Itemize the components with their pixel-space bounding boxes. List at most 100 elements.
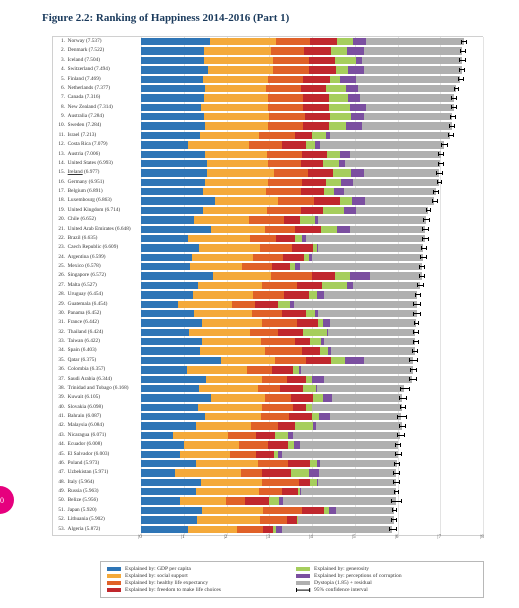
row-label: 21. United Arab Emirates (6.648): [55, 225, 131, 234]
segment-gdp: [141, 113, 204, 120]
chart-row: 38. Trinidad and Tobago (6.168): [53, 384, 483, 393]
segment-social: [178, 301, 232, 308]
legend-label: Explained by: healthy life expectancy: [125, 580, 208, 586]
chart-row: 33. Taiwan (6.422): [53, 337, 483, 346]
segment-gdp: [141, 441, 184, 448]
bar-track: [141, 104, 483, 111]
segment-social: [208, 66, 273, 73]
segment-social: [204, 94, 267, 101]
segment-health: [275, 357, 305, 364]
segment-dystopia: [336, 507, 394, 514]
chart-row: 35. Qatar (6.375): [53, 356, 483, 365]
figure-title: Figure 2.2: Ranking of Happiness 2014-20…: [42, 12, 289, 24]
chart-row: 29. Guatemala (6.454): [53, 300, 483, 309]
row-label: 51. Japan (5.920): [55, 506, 96, 515]
segment-dystopia: [364, 113, 452, 120]
segment-health: [249, 216, 284, 223]
chart-row: 34. Spain (6.403): [53, 346, 483, 355]
segment-corruption: [337, 226, 351, 233]
chart-row: 27. Malta (6.527): [53, 281, 483, 290]
segment-dystopia: [353, 282, 420, 289]
row-label: 32. Thailand (6.424): [55, 328, 103, 337]
segment-health: [273, 66, 310, 73]
row-label: 13. Austria (7.006): [55, 150, 100, 159]
segment-gdp: [141, 179, 205, 186]
segment-freedom: [256, 451, 274, 458]
row-label: 45. El Salvador (6.003): [55, 450, 109, 459]
row-label: 39. Kuwait (6.105): [55, 393, 100, 402]
segment-freedom: [309, 66, 336, 73]
chart-row: 49. Russia (5.963): [53, 487, 483, 496]
segment-corruption: [348, 94, 360, 101]
segment-generosity: [312, 132, 326, 139]
segment-gdp: [141, 329, 189, 336]
segment-generosity: [340, 197, 352, 204]
segment-dystopia: [332, 394, 402, 401]
axis-tick: |1: [181, 534, 185, 540]
row-label: 24. Argentina (6.599): [55, 253, 106, 262]
segment-generosity: [303, 329, 327, 336]
chart-row: 4. Switzerland (7.494): [53, 65, 483, 74]
chart-row: 30. Panama (6.452): [53, 309, 483, 318]
segment-social: [207, 160, 268, 167]
segment-gdp: [141, 254, 192, 261]
segment-freedom: [293, 404, 306, 411]
segment-freedom: [256, 432, 275, 439]
segment-dystopia: [317, 385, 405, 392]
bar-track: [141, 66, 483, 73]
segment-dystopia: [364, 66, 461, 73]
row-label: 43. Nicaragua (6.071): [55, 431, 106, 440]
segment-social: [211, 226, 265, 233]
segment-health: [252, 310, 282, 317]
segment-gdp: [141, 226, 211, 233]
row-label: 47. Uzbekistan (5.971): [55, 468, 108, 477]
segment-freedom: [289, 413, 312, 420]
legend-swatch: [107, 581, 121, 585]
segment-dystopia: [362, 57, 461, 64]
segment-dystopia: [324, 291, 417, 298]
segment-health: [268, 104, 303, 111]
row-label: 33. Taiwan (6.422): [55, 337, 100, 346]
bar-track: [141, 207, 483, 214]
segment-gdp: [141, 38, 210, 45]
segment-health: [258, 385, 280, 392]
row-label: 37. Saudi Arabia (6.344): [55, 375, 112, 384]
row-label: 34. Spain (6.403): [55, 346, 96, 355]
row-label: 50. Belize (5.956): [55, 496, 98, 505]
segment-gdp: [141, 66, 208, 73]
bar-track: [141, 151, 483, 158]
segment-generosity: [310, 479, 317, 486]
segment-freedom: [308, 169, 332, 176]
chart-row: 1. Norway (7.537): [53, 37, 483, 46]
segment-freedom: [276, 235, 295, 242]
bar-track: [141, 441, 483, 448]
segment-health: [247, 366, 273, 373]
bar-track: [141, 291, 483, 298]
legend-item: Dystopia (1.85) + residual: [296, 580, 477, 586]
segment-health: [271, 47, 305, 54]
bar-track: [141, 85, 483, 92]
axis-tick: |5: [352, 534, 356, 540]
segment-freedom: [301, 85, 326, 92]
segment-freedom: [282, 488, 298, 495]
segment-gdp: [141, 160, 207, 167]
segment-social: [188, 141, 249, 148]
segment-freedom: [304, 47, 331, 54]
segment-dystopia: [301, 366, 413, 373]
row-label: 8. New Zealand (7.314): [55, 103, 113, 112]
segment-health: [268, 94, 303, 101]
chart-row: 5. Finland (7.469): [53, 75, 483, 84]
segment-freedom: [312, 272, 336, 279]
segment-freedom: [282, 141, 307, 148]
chart-row: 44. Ecuador (6.008): [53, 440, 483, 449]
bar-track: [141, 76, 483, 83]
segment-corruption: [309, 469, 320, 476]
segment-social: [210, 38, 275, 45]
segment-health: [250, 329, 278, 336]
segment-corruption: [340, 76, 356, 83]
segment-dystopia: [356, 207, 429, 214]
axis-tick: |3: [266, 534, 270, 540]
segment-dystopia: [282, 451, 398, 458]
segment-health: [242, 263, 272, 270]
segment-gdp: [141, 338, 202, 345]
